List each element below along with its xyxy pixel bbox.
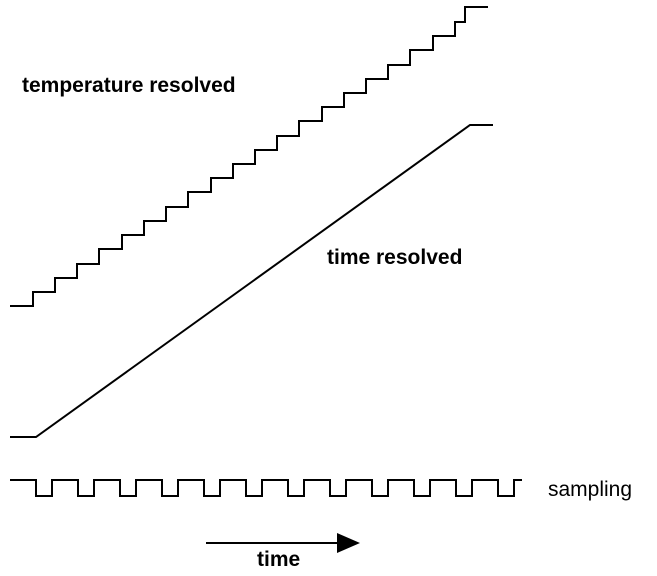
time-axis-label: time [257, 548, 301, 571]
time-arrow-head [337, 533, 360, 553]
sampling-label: sampling [548, 478, 633, 501]
time-resolved-label: time resolved [327, 246, 463, 269]
time-resolved-ramp-trace [10, 124, 493, 438]
sampling-pulse-train [10, 479, 522, 497]
temperature-resolved-staircase-trace [10, 6, 488, 307]
temperature-resolved-label: temperature resolved [22, 74, 236, 97]
